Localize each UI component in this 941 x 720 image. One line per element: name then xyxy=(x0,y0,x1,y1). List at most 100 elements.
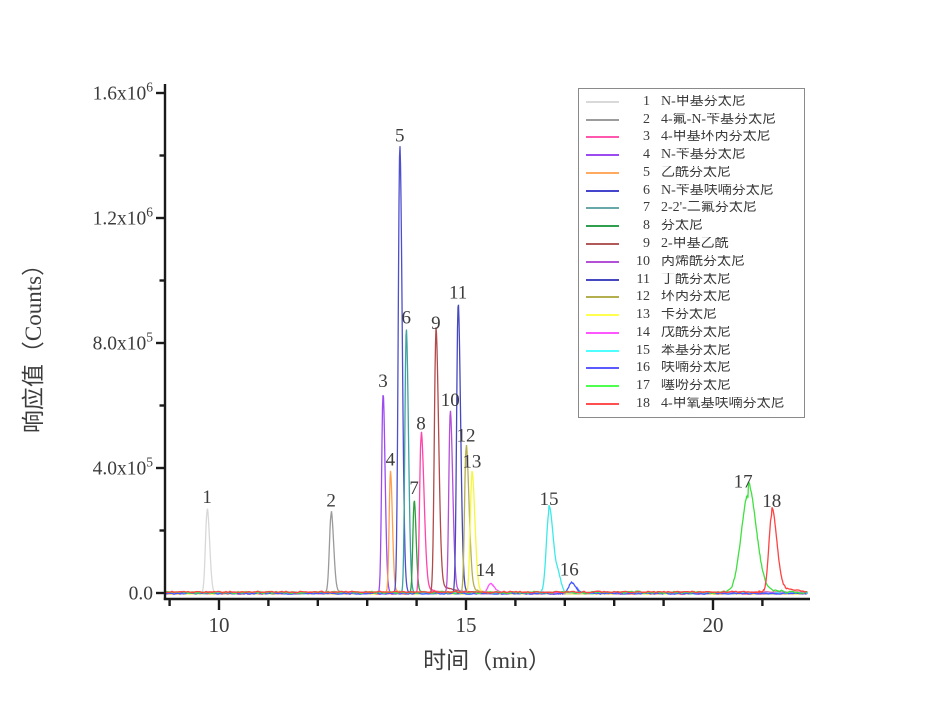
legend-entry-label: 4-甲基环丙芬太尼 xyxy=(661,130,771,145)
legend-entry-number: 2 xyxy=(643,111,650,127)
legend-entry-label: 乙酰芬太尼 xyxy=(661,165,731,180)
legend-entry-label: 4-甲氧基呋喃芬太尼 xyxy=(661,396,785,411)
peak-label-8: 8 xyxy=(416,414,426,435)
peak-label-11: 11 xyxy=(449,283,467,304)
legend-item-12: 12 环丙芬太尼 xyxy=(583,290,800,304)
legend-entry-label: 呋喃芬太尼 xyxy=(661,361,731,376)
legend-entry-number: 16 xyxy=(636,360,650,376)
legend-entry-number: 14 xyxy=(636,324,650,340)
y-tick-label: 1.2x106 xyxy=(93,205,154,230)
x-tick-label: 15 xyxy=(456,613,477,637)
legend-entry-number: 11 xyxy=(636,271,650,287)
legend-entry-number: 17 xyxy=(636,378,650,394)
legend-item-16: 16 呋喃芬太尼 xyxy=(583,361,800,375)
legend-entry-number: 4 xyxy=(643,147,650,163)
legend-color-line xyxy=(586,296,619,299)
legend-entry-label: N-苄基呋喃芬太尼 xyxy=(661,183,774,198)
legend-color-line xyxy=(586,207,619,210)
peak-label-18: 18 xyxy=(762,491,781,512)
legend-entry-label: 丁酰芬太尼 xyxy=(661,272,731,287)
legend-entry-label: N-甲基芬太尼 xyxy=(661,94,746,109)
legend-color-line xyxy=(586,385,619,388)
trace-16 xyxy=(165,580,807,596)
legend-color-line xyxy=(586,367,619,370)
legend-entry-label: 2-2'-二氟芬太尼 xyxy=(661,201,757,216)
trace-18 xyxy=(165,507,808,595)
legend-color-line xyxy=(586,314,619,317)
legend-entry-number: 15 xyxy=(636,342,650,358)
peak-label-13: 13 xyxy=(462,452,481,473)
legend-color-line xyxy=(586,349,619,352)
legend-item-10: 10 丙烯酰芬太尼 xyxy=(583,253,800,269)
legend-entry-number: 9 xyxy=(643,236,650,251)
peak-label-12: 12 xyxy=(457,426,476,447)
legend-item-2: 2 4-氟-N-苄基芬太尼 xyxy=(583,111,800,127)
legend-entry-label: 噻吩芬太尼 xyxy=(661,379,731,394)
peak-label-1: 1 xyxy=(202,487,212,508)
legend-entry-label: 苯基芬太尼 xyxy=(661,343,731,358)
legend-item-3: 3 4-甲基环丙芬太尼 xyxy=(583,130,800,144)
legend-color-line xyxy=(586,118,619,121)
peak-label-16: 16 xyxy=(560,559,579,580)
y-tick-label: 4.0x105 xyxy=(93,455,154,480)
legend-entry-number: 10 xyxy=(636,253,650,269)
legend-color-line xyxy=(586,331,619,334)
x-axis-title: 时间（min） xyxy=(423,648,551,673)
legend-color-line xyxy=(586,402,619,405)
legend-item-8: 8 芬太尼 xyxy=(583,219,800,233)
legend-item-7: 7 2-2'-二氟芬太尼 xyxy=(583,201,800,215)
legend-entry-number: 8 xyxy=(643,218,650,234)
peak-label-3: 3 xyxy=(378,371,388,392)
legend-entry-number: 7 xyxy=(643,200,650,216)
legend-entry-label: N-苄基芬太尼 xyxy=(661,148,746,163)
legend-entry-number: 12 xyxy=(636,289,650,305)
y-tick-label: 1.6x106 xyxy=(93,80,154,105)
legend-entry-label: 芬太尼 xyxy=(661,219,703,234)
peak-label-4: 4 xyxy=(386,449,396,470)
legend-entry-label: 4-氟-N-苄基芬太尼 xyxy=(661,112,777,127)
legend-color-line xyxy=(586,100,619,103)
peak-label-15: 15 xyxy=(539,489,558,510)
legend-entry-number: 6 xyxy=(643,182,650,198)
legend-item-5: 5 乙酰芬太尼 xyxy=(583,164,800,180)
legend-color-line xyxy=(586,189,619,192)
legend-color-line xyxy=(586,136,619,139)
legend-entry-number: 18 xyxy=(636,395,650,411)
legend-item-14: 14 戊酰芬太尼 xyxy=(583,324,800,340)
legend-item-4: 4 N-苄基芬太尼 xyxy=(583,148,800,162)
x-tick-label: 20 xyxy=(703,613,724,637)
peak-label-6: 6 xyxy=(401,308,411,329)
legend-color-line xyxy=(586,171,619,174)
legend-entry-number: 5 xyxy=(643,164,650,180)
legend-item-1: 1 N-甲基芬太尼 xyxy=(583,93,800,109)
legend: 1 N-甲基芬太尼 2 4-氟-N-苄基芬太尼 3 4-甲基环丙芬太尼 4 N-苄基芬太尼 5 乙… xyxy=(578,88,805,418)
legend-color-line xyxy=(586,260,619,263)
legend-item-15: 15 苯基芬太尼 xyxy=(583,342,800,358)
legend-item-11: 11 丁酰芬太尼 xyxy=(583,271,800,287)
peak-label-9: 9 xyxy=(431,313,441,334)
x-tick-label: 10 xyxy=(209,613,230,637)
legend-item-18: 18 4-甲氧基呋喃芬太尼 xyxy=(583,395,800,411)
legend-item-13: 13 卡芬太尼 xyxy=(583,308,800,322)
legend-entry-number: 3 xyxy=(643,129,650,145)
legend-entry-label: 丙烯酰芬太尼 xyxy=(661,254,745,269)
legend-color-line xyxy=(586,225,619,228)
y-tick-label: 0.0 xyxy=(129,584,153,605)
legend-entry-number: 1 xyxy=(643,93,650,109)
peak-label-7: 7 xyxy=(409,478,419,499)
legend-item-17: 17 噻吩芬太尼 xyxy=(583,379,800,393)
legend-entry-number: 13 xyxy=(636,307,650,323)
legend-color-line xyxy=(586,154,619,157)
legend-item-9: 9 2-甲基乙酰 xyxy=(583,237,800,251)
legend-entry-label: 卡芬太尼 xyxy=(661,308,717,323)
legend-entry-label: 2-甲基乙酰 xyxy=(661,237,729,251)
peak-label-10: 10 xyxy=(441,390,460,411)
legend-entry-label: 环丙芬太尼 xyxy=(661,290,731,305)
y-tick-label: 8.0x105 xyxy=(93,330,154,355)
legend-item-6: 6 N-苄基呋喃芬太尼 xyxy=(583,182,800,198)
legend-entry-label: 戊酰芬太尼 xyxy=(661,325,731,340)
peak-label-2: 2 xyxy=(326,490,336,511)
legend-color-line xyxy=(586,243,619,245)
